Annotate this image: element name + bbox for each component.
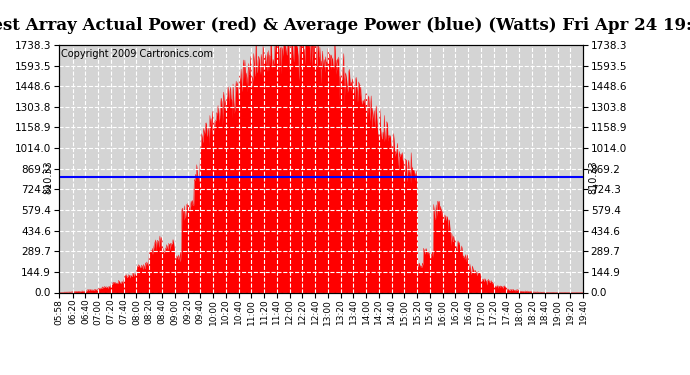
Text: West Array Actual Power (red) & Average Power (blue) (Watts) Fri Apr 24 19:40: West Array Actual Power (red) & Average …	[0, 17, 690, 34]
Text: Copyright 2009 Cartronics.com: Copyright 2009 Cartronics.com	[61, 49, 213, 59]
Text: 810.33: 810.33	[43, 160, 53, 194]
Text: 810.33: 810.33	[589, 160, 598, 194]
